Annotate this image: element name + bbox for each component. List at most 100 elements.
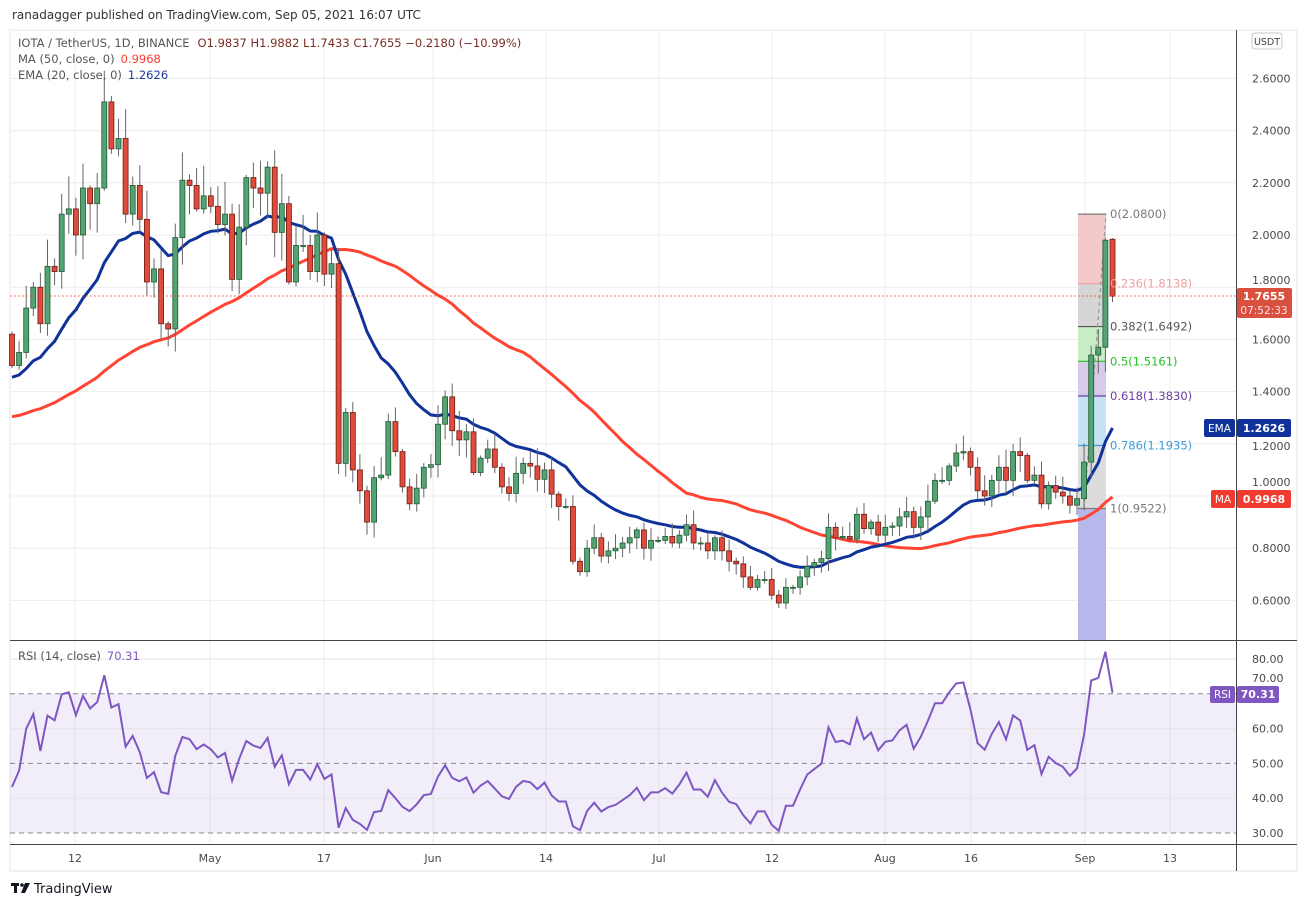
candle-down (1052, 475, 1059, 499)
candle-body (1003, 466, 1009, 481)
time-tick-label: 12 (68, 852, 82, 865)
candle-body (790, 586, 796, 589)
candle-body (562, 506, 569, 508)
candle-up (1074, 487, 1080, 515)
time-tick-label: Sep (1075, 852, 1096, 865)
price-tick-label: 0.8000 (1252, 542, 1291, 555)
svg-text:70.31: 70.31 (1241, 688, 1276, 701)
candle-down (491, 433, 498, 474)
rsi-axis[interactable]: 80.00 70.00 60.00 50.00 40.00 30.00 (1252, 653, 1284, 840)
candle-up (200, 165, 207, 214)
candle-up (80, 163, 86, 260)
candle-body (591, 537, 598, 549)
price-axis[interactable]: 2.6000 2.4000 2.2000 2.0000 1.8000 1.6000 1.40… (1252, 72, 1291, 607)
candle-up (314, 212, 321, 283)
candle-body (1031, 474, 1038, 481)
candle-down (1067, 490, 1073, 514)
candle-down (257, 160, 264, 216)
candle-body (733, 560, 740, 565)
candle-body (868, 521, 874, 530)
candle-up (854, 507, 860, 544)
legend-symbol: IOTA / TetherUS, 1D, BINANCE O1.9837 H1.9… (18, 36, 521, 50)
candle-up (839, 526, 846, 541)
candle-down (87, 185, 93, 230)
candle-down (229, 203, 236, 292)
candle-body (477, 457, 484, 473)
candle-body (683, 524, 690, 536)
candle-body (229, 213, 236, 280)
candle-body (783, 586, 789, 604)
candle-down (9, 331, 15, 369)
candle-down (73, 197, 79, 256)
candle-down (726, 539, 732, 572)
legend-ma[interactable]: MA (50, close, 0) 0.9968 (18, 52, 161, 66)
candle-body (598, 537, 605, 557)
candle-up (946, 463, 953, 486)
candle-down (861, 502, 867, 534)
candle-body (768, 579, 775, 596)
time-tick-label: May (199, 852, 222, 865)
candle-up (868, 519, 874, 535)
candle-up (633, 527, 640, 550)
candle-down (1038, 461, 1045, 509)
candle-up (58, 193, 65, 289)
candle-body (51, 265, 58, 272)
candle-body (378, 474, 385, 479)
candle-body (413, 487, 420, 505)
time-axis[interactable]: 12 May 17 Jun 14 Jul 12 Aug 16 Sep 13 (68, 852, 1177, 865)
candle-body (555, 493, 562, 507)
candle-body (996, 466, 1002, 481)
candle-body (108, 101, 115, 150)
time-tick-label: 12 (765, 852, 779, 865)
candle-up (626, 526, 633, 554)
candle-up (925, 484, 931, 532)
price-tick-label: 2.2000 (1252, 177, 1291, 190)
currency-button[interactable] (1251, 32, 1283, 50)
candle-body (271, 166, 278, 233)
candle-up (435, 405, 441, 478)
candle-down (641, 522, 647, 560)
candle-down (747, 565, 754, 590)
candle-body (513, 472, 519, 494)
candle-up (676, 530, 683, 549)
candle-body (839, 536, 846, 539)
candle-body (875, 521, 882, 536)
candle-body (435, 423, 441, 466)
candle-down (449, 383, 456, 446)
candle-body (797, 576, 803, 588)
legend-rsi[interactable]: RSI (14, close) 70.31 (18, 649, 140, 663)
candle-up (903, 497, 910, 528)
candle-up (30, 282, 37, 317)
tradingview-logo[interactable]: TradingView (11, 882, 113, 897)
candle-body (427, 464, 434, 468)
candle-body (399, 451, 406, 488)
candle-body (974, 466, 981, 492)
candle-up (996, 455, 1002, 493)
legend-ema[interactable]: EMA (20, close, 0) 1.2626 (18, 68, 168, 82)
candle-body (903, 511, 910, 518)
candle-body (953, 452, 960, 467)
candle-body (754, 579, 761, 588)
candle-down (321, 232, 328, 287)
candle-down (406, 478, 413, 511)
candle-body (704, 542, 711, 552)
candle-up (612, 534, 619, 560)
candle-up (463, 423, 470, 458)
price-tick-label: 0.6000 (1252, 594, 1291, 607)
candle-down (733, 557, 740, 575)
candle-up (619, 536, 626, 558)
candle-body (385, 421, 392, 476)
fib-level-label: 0.786(1.1935) (1110, 438, 1192, 452)
candle-up (712, 535, 718, 561)
candle-body (186, 179, 193, 186)
svg-text:0.9968: 0.9968 (1243, 493, 1285, 506)
candle-body (577, 560, 583, 573)
candle-body (626, 537, 633, 544)
candle-body (193, 185, 200, 210)
rsi-line (11, 651, 1114, 833)
candle-up (783, 578, 789, 609)
candle-down (910, 506, 917, 539)
candle-down (186, 174, 193, 215)
candle-up (761, 571, 768, 584)
